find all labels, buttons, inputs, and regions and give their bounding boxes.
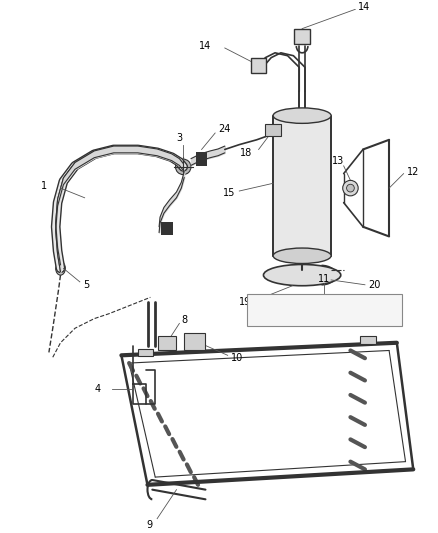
Circle shape	[322, 276, 330, 284]
Text: 4: 4	[94, 384, 100, 394]
Bar	[360, 336, 375, 344]
FancyBboxPatch shape	[247, 294, 402, 326]
Text: 12: 12	[406, 167, 419, 176]
Text: 3: 3	[177, 133, 183, 143]
Bar	[294, 29, 310, 44]
Text: 19: 19	[239, 297, 251, 307]
Text: R-134a refrigerant: R-134a refrigerant	[250, 308, 288, 312]
Text: 24: 24	[218, 124, 230, 134]
Text: ATTENTION: ATTENTION	[250, 300, 282, 305]
Bar	[273, 116, 331, 256]
Text: 15: 15	[223, 188, 235, 198]
Text: 18: 18	[240, 148, 252, 158]
Circle shape	[343, 180, 358, 196]
Text: 5: 5	[83, 280, 89, 290]
Text: 8: 8	[181, 314, 187, 325]
Circle shape	[176, 159, 191, 175]
Text: 13: 13	[332, 156, 344, 166]
Text: 14: 14	[199, 41, 211, 51]
Ellipse shape	[273, 108, 331, 123]
Bar	[138, 349, 153, 356]
Text: 20: 20	[368, 280, 380, 290]
Bar	[161, 222, 173, 236]
Ellipse shape	[56, 262, 65, 275]
Circle shape	[346, 184, 354, 192]
Bar	[251, 58, 266, 73]
Text: 10: 10	[230, 353, 243, 363]
Text: 9: 9	[146, 520, 152, 530]
Ellipse shape	[273, 248, 331, 263]
Bar	[196, 152, 208, 166]
Ellipse shape	[264, 264, 341, 286]
Bar	[158, 336, 176, 350]
Bar	[184, 333, 205, 351]
Text: 14: 14	[358, 2, 371, 12]
Bar	[265, 124, 281, 136]
Text: 11: 11	[318, 274, 331, 284]
Text: 1: 1	[41, 181, 47, 191]
